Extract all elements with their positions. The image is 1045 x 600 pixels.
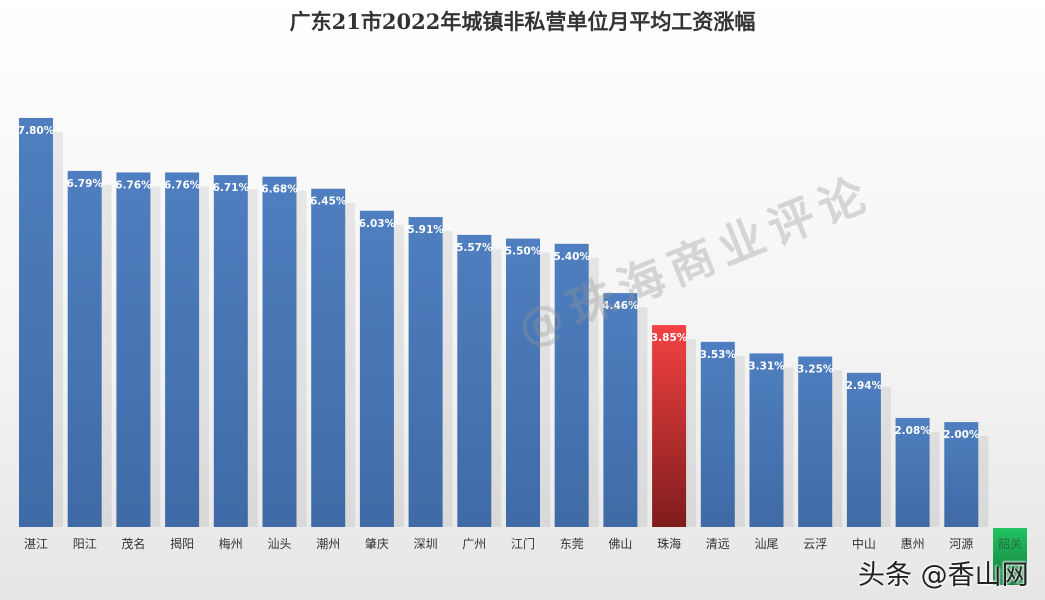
data-label: 2.94% <box>846 380 883 392</box>
x-tick-label: 云浮 <box>803 537 827 551</box>
x-tick-label: 中山 <box>852 536 876 551</box>
x-tick-label: 阳江 <box>73 537 97 551</box>
x-tick-label: 河源 <box>949 537 973 551</box>
bar-江门 <box>506 238 540 528</box>
x-tick-label: 佛山 <box>608 537 632 551</box>
bar-云浮 <box>798 356 833 527</box>
data-label: 6.68% <box>261 184 298 196</box>
category-highlight-box <box>993 528 1027 585</box>
bar-珠海 <box>652 325 687 527</box>
bar-佛山 <box>603 293 638 527</box>
x-tick-label: 肇庆 <box>365 536 389 551</box>
data-label: 6.03% <box>359 218 396 230</box>
x-tick-label: 梅州 <box>219 536 243 551</box>
data-label: 3.53% <box>700 349 737 361</box>
data-label: 6.76% <box>164 179 201 191</box>
bar-阳江 <box>67 170 102 527</box>
bar-湛江 <box>19 117 53 527</box>
bar-中山 <box>846 372 881 527</box>
bar-肇庆 <box>359 210 394 527</box>
bar-河源 <box>944 422 979 527</box>
data-label: 6.71% <box>213 182 250 194</box>
x-tick-label: 韶关 <box>998 536 1022 551</box>
x-tick-label: 深圳 <box>414 537 438 551</box>
x-tick-label: 珠海 <box>657 536 681 551</box>
data-label: 6.76% <box>115 179 152 191</box>
data-label: 3.31% <box>748 360 785 372</box>
corner-watermark: 头条 @香山网 <box>858 560 1029 591</box>
x-tick-label: 汕尾 <box>754 537 778 551</box>
x-tick-label: 茂名 <box>121 536 145 551</box>
data-label: 3.25% <box>797 364 834 376</box>
x-tick-label: 汕头 <box>267 537 291 551</box>
x-tick-label: 清远 <box>706 537 730 551</box>
data-label: 5.57% <box>456 242 493 254</box>
x-tick-label: 江门 <box>511 536 535 551</box>
x-tick-label: 东莞 <box>560 537 584 551</box>
bar-梅州 <box>213 175 248 527</box>
bar-汕头 <box>262 176 297 527</box>
x-tick-label: 惠州 <box>901 537 925 551</box>
bar-茂名 <box>116 172 151 527</box>
bar-惠州 <box>895 417 930 527</box>
data-label: 5.91% <box>407 224 444 236</box>
bar-清远 <box>700 341 735 527</box>
data-label: 7.80% <box>18 125 55 137</box>
bar-东莞 <box>554 243 589 528</box>
data-label: 4.46% <box>602 300 639 312</box>
data-label: 3.85% <box>651 332 688 344</box>
bar-潮州 <box>311 188 346 527</box>
bar-汕尾 <box>749 353 784 527</box>
data-label: 6.45% <box>310 196 347 208</box>
data-label: 5.50% <box>505 246 542 258</box>
x-tick-label: 湛江 <box>24 537 48 551</box>
data-label: 2.00% <box>943 429 980 441</box>
bar-广州 <box>457 234 492 527</box>
data-label: 5.40% <box>553 251 590 263</box>
bar-揭阳 <box>165 172 200 527</box>
x-tick-label: 潮州 <box>316 536 340 551</box>
chart-title: 广东21市2022年城镇非私营单位月平均工资涨幅 <box>289 9 756 34</box>
data-label: 6.79% <box>66 178 103 190</box>
x-tick-label: 揭阳 <box>170 536 194 551</box>
x-tick-label: 广州 <box>462 537 486 551</box>
bar-深圳 <box>408 217 443 527</box>
data-label: 2.08% <box>894 425 931 437</box>
